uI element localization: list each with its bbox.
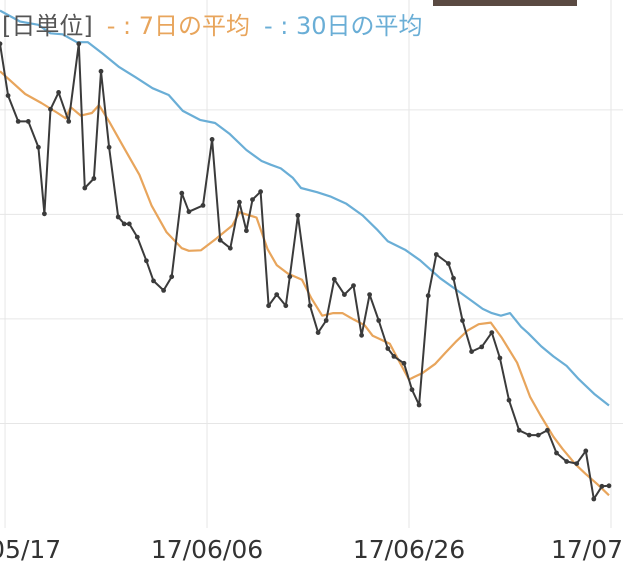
daily-point <box>91 176 97 181</box>
daily-point <box>42 211 47 217</box>
daily-point <box>376 318 382 323</box>
daily-point <box>98 68 104 74</box>
daily-point <box>244 228 249 234</box>
daily-point <box>144 258 149 264</box>
daily-point <box>266 303 271 309</box>
daily-point <box>217 237 223 243</box>
daily-point <box>66 119 72 124</box>
daily-point <box>489 330 495 335</box>
daily-point <box>274 292 280 297</box>
daily-point <box>134 234 140 240</box>
daily-point <box>591 496 597 502</box>
daily-point <box>469 349 474 354</box>
daily-point <box>323 318 329 323</box>
daily-point <box>179 190 185 196</box>
daily-point <box>516 427 522 433</box>
daily-point <box>564 459 569 464</box>
daily-point <box>258 189 263 195</box>
daily-point <box>599 483 605 489</box>
daily-point <box>237 199 242 205</box>
daily-point <box>391 354 397 359</box>
daily-point <box>151 278 156 284</box>
daily-point <box>82 185 88 191</box>
series-daily-layer <box>0 41 612 502</box>
daily-point <box>161 288 167 293</box>
daily-point <box>5 93 11 98</box>
daily-point <box>15 119 21 124</box>
daily-point <box>283 303 289 309</box>
daily-point <box>535 432 541 438</box>
daily-point <box>331 276 337 282</box>
daily-point <box>36 144 41 150</box>
daily-point <box>606 483 612 489</box>
daily-point <box>359 332 364 338</box>
daily-point <box>425 293 431 299</box>
daily-point <box>554 450 559 456</box>
daily-point <box>574 461 580 466</box>
daily-point <box>287 274 293 280</box>
daily-point <box>342 292 347 297</box>
daily-point <box>385 346 391 351</box>
daily-point <box>115 214 121 220</box>
daily-point <box>446 261 451 266</box>
daily-point <box>460 318 465 323</box>
daily-point <box>583 448 589 454</box>
daily-point <box>351 283 356 288</box>
daily-point <box>451 275 456 281</box>
daily-point <box>106 144 112 150</box>
legend-avg7-label: - : 7日の平均 <box>106 12 251 40</box>
x-tick-labels: 17/05/17 17/06/06 17/06/26 17/07 <box>0 535 623 564</box>
daily-point <box>126 221 132 227</box>
daily-point <box>416 402 422 408</box>
daily-point <box>121 221 127 227</box>
series-avg30-layer <box>0 9 610 407</box>
daily-point <box>401 360 407 366</box>
daily-point <box>367 292 372 297</box>
x-tick-label: 17/05/17 <box>0 535 61 564</box>
daily-point <box>200 203 206 208</box>
daily-point <box>409 387 415 393</box>
daily-point <box>307 303 313 309</box>
daily-point <box>315 330 321 335</box>
legend-avg30-label: - : 30日の平均 <box>264 12 423 40</box>
daily-point <box>497 355 503 361</box>
x-tick-label: 17/06/26 <box>353 535 465 564</box>
daily-point <box>25 119 31 124</box>
daily-point <box>76 41 82 47</box>
daily-point <box>506 397 512 403</box>
series-avg30-line <box>0 9 610 407</box>
daily-point <box>250 197 255 203</box>
top-edge-bar <box>433 0 577 6</box>
x-tick-label: 17/06/06 <box>151 535 263 564</box>
legend-unit-label: [日単位] <box>2 12 93 40</box>
grid-lines <box>0 0 623 528</box>
daily-point <box>433 252 439 257</box>
daily-point <box>48 106 53 112</box>
daily-point <box>227 245 233 251</box>
daily-point <box>526 432 532 438</box>
daily-point <box>186 209 192 215</box>
daily-point <box>209 137 215 142</box>
legend: [日単位] - : 7日の平均 - : 30日の平均 <box>2 6 437 41</box>
daily-point <box>56 90 61 95</box>
daily-point <box>0 41 3 47</box>
daily-point <box>169 274 175 280</box>
daily-point <box>545 427 550 433</box>
daily-point <box>479 344 485 350</box>
daily-point <box>295 213 301 218</box>
x-tick-label: 17/07 <box>551 535 623 564</box>
series-daily-line <box>0 42 610 500</box>
